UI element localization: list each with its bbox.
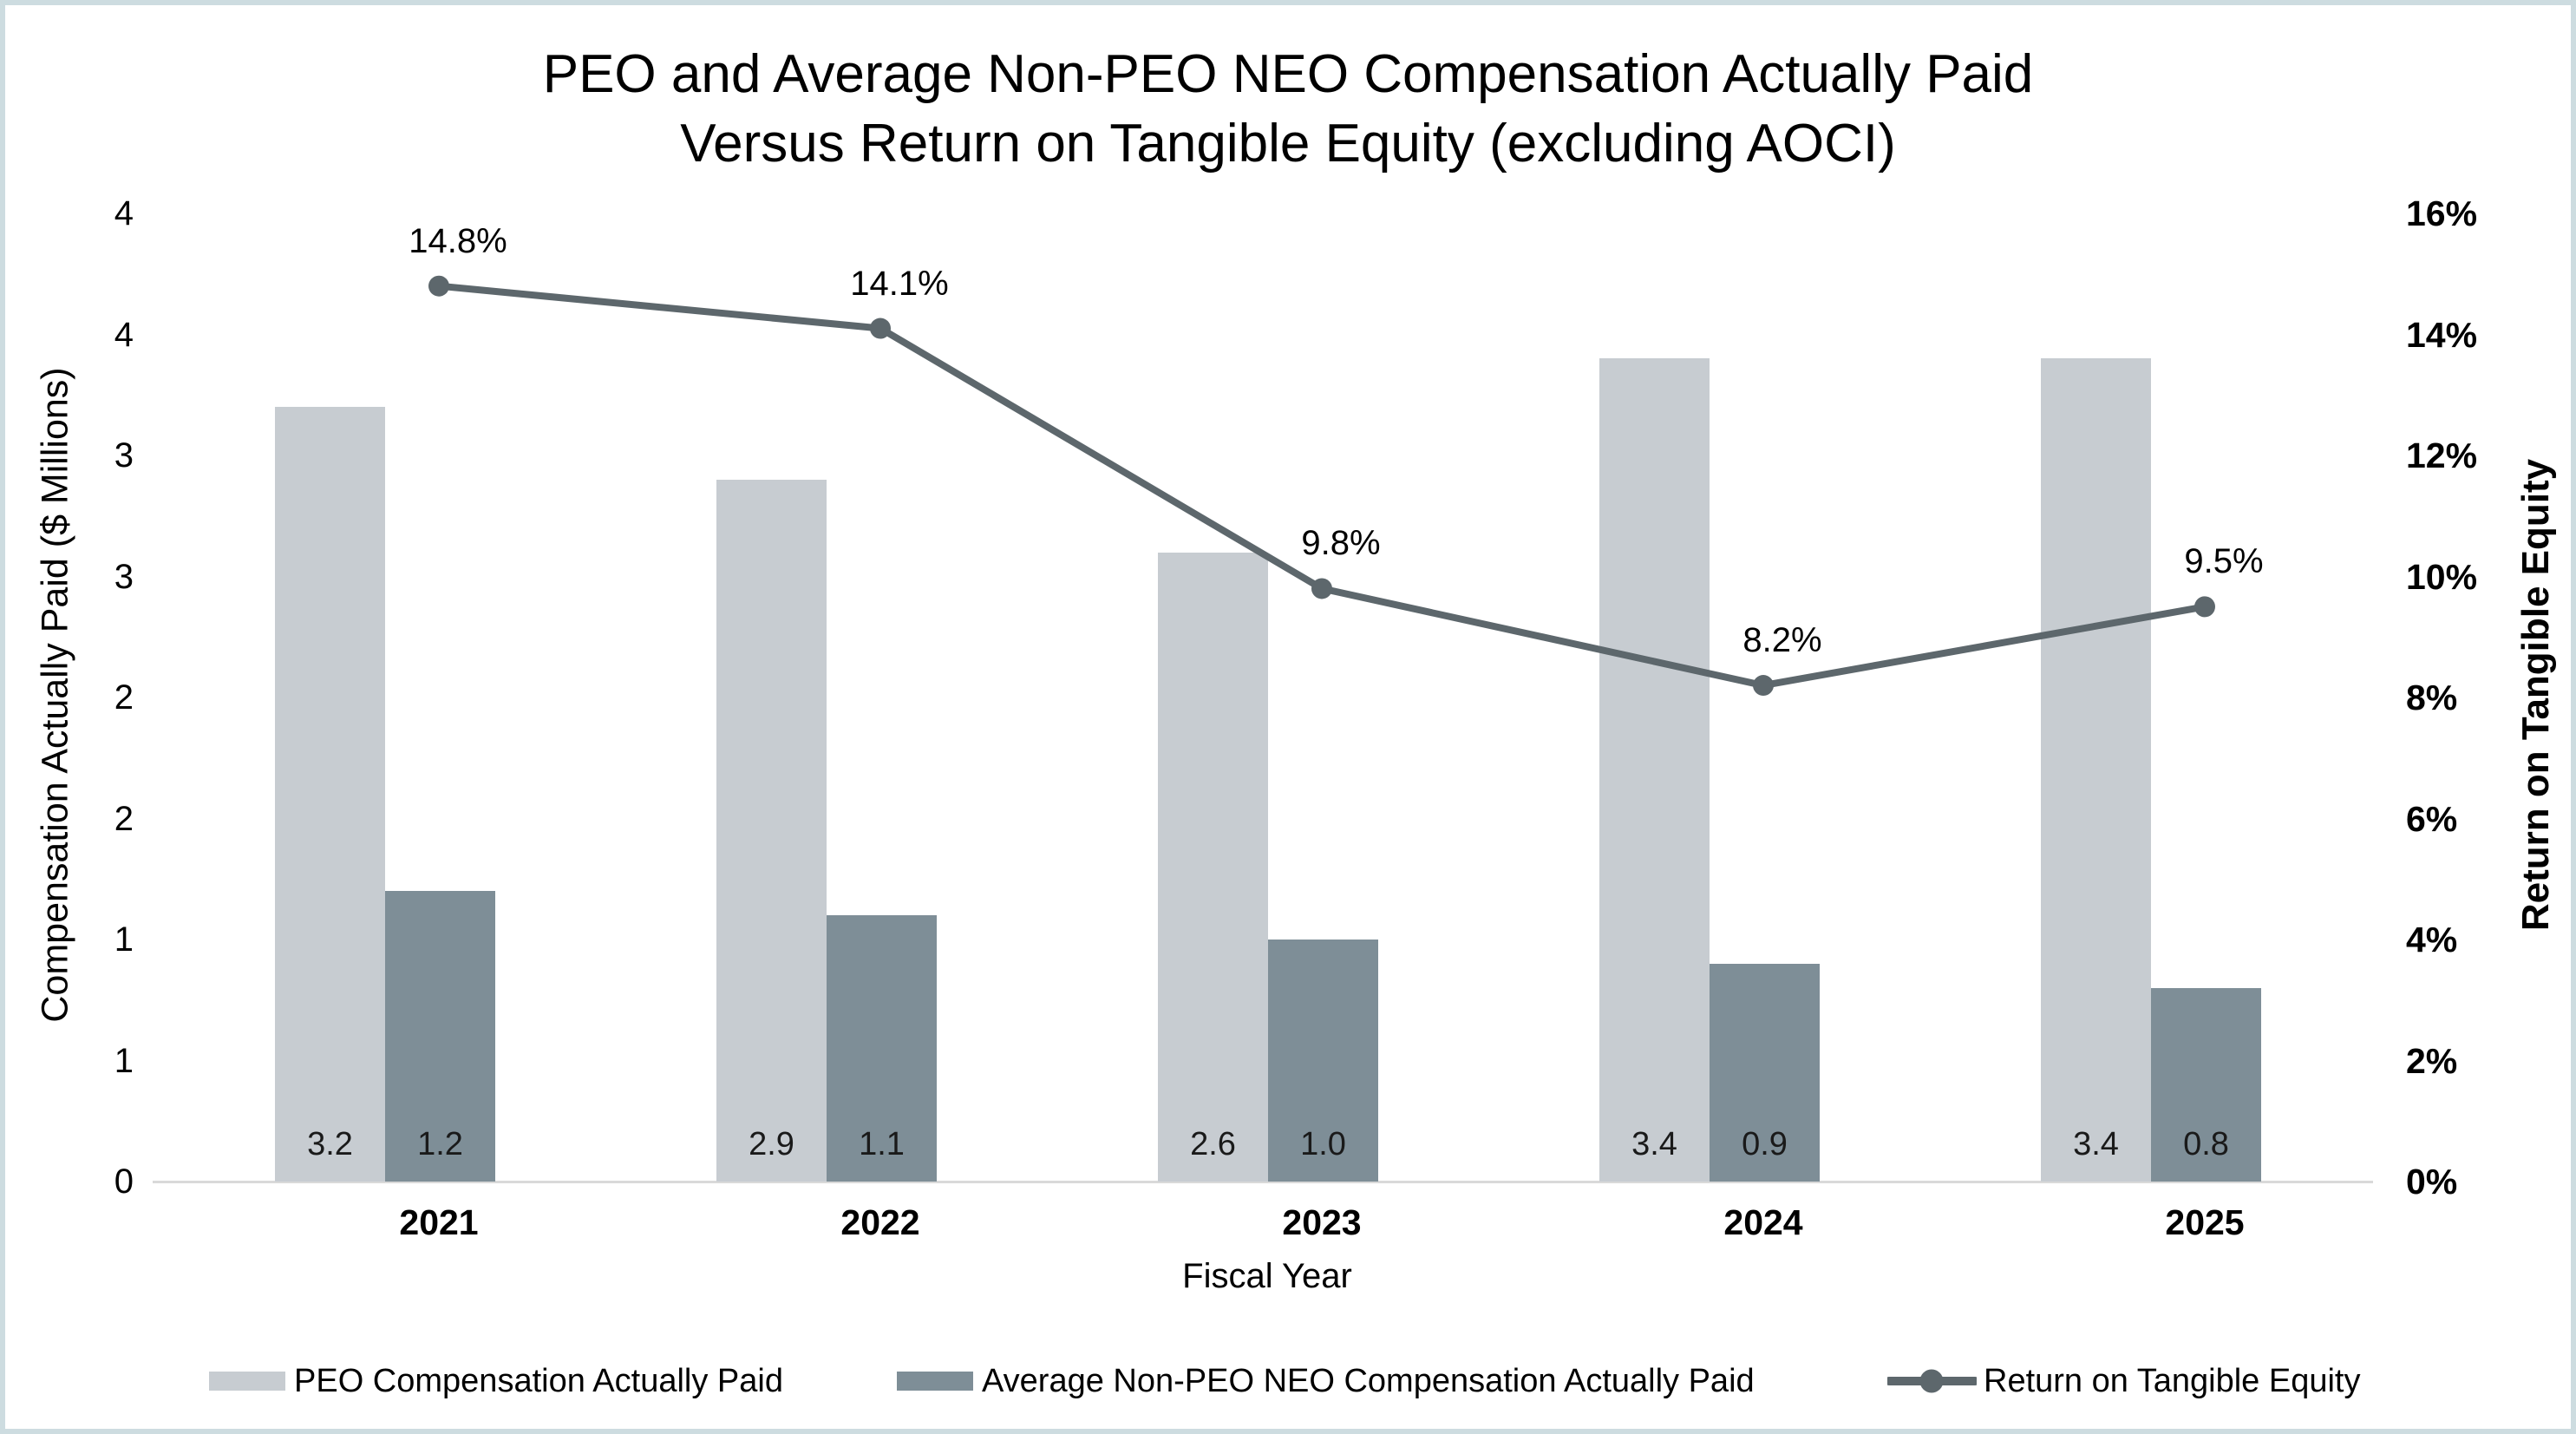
legend-label-non-peo: Average Non-PEO NEO Compensation Actuall… — [982, 1362, 1755, 1399]
bar-data-label: 1.1 — [859, 1126, 905, 1162]
x-axis-category-label: 2025 — [2165, 1202, 2245, 1242]
bar-data-label: 2.9 — [749, 1126, 794, 1162]
bar-data-label: 0.8 — [2183, 1126, 2229, 1162]
right-axis-tick-label: 12% — [2406, 435, 2478, 475]
rote-data-label: 9.8% — [1301, 524, 1381, 563]
rote-data-label: 8.2% — [1742, 621, 1822, 660]
chart-title: PEO and Average Non-PEO NEO Compensation… — [5, 40, 2571, 179]
right-axis-tick-label: 10% — [2406, 556, 2478, 597]
right-axis-tick-label: 0% — [2406, 1162, 2458, 1202]
rote-line-marker — [1753, 675, 1774, 697]
bar-non-peo — [1710, 963, 1820, 1182]
left-axis-tick-label: 4 — [114, 315, 134, 354]
x-axis-category-label: 2024 — [1723, 1202, 1803, 1242]
left-axis-tick-label: 4 — [114, 194, 134, 232]
legend-swatch-peo — [209, 1372, 285, 1391]
bar-data-label: 3.4 — [2073, 1126, 2119, 1162]
legend-swatch-non-peo — [897, 1372, 973, 1391]
rote-line-marker — [428, 275, 449, 297]
bar-data-label: 3.4 — [1631, 1126, 1677, 1162]
chart-title-line2: Versus Return on Tangible Equity (exclud… — [680, 114, 1896, 174]
legend-item-peo: PEO Compensation Actually Paid — [209, 1360, 783, 1402]
rote-data-label: 14.8% — [409, 221, 507, 260]
left-axis-tick-label: 2 — [114, 799, 134, 838]
left-axis-tick-label: 3 — [114, 557, 134, 596]
right-axis-tick-label: 14% — [2406, 314, 2478, 355]
bar-non-peo — [2151, 987, 2261, 1182]
bar-peo — [716, 479, 827, 1182]
bar-peo — [2041, 358, 2151, 1182]
bar-data-label: 1.2 — [417, 1126, 463, 1162]
bar-data-label: 0.9 — [1742, 1126, 1788, 1162]
bar-peo — [1158, 552, 1268, 1182]
legend-line-marker-icon — [1887, 1369, 1977, 1393]
chart-title-line1: PEO and Average Non-PEO NEO Compensation… — [542, 44, 2034, 104]
rote-line-marker — [1311, 578, 1332, 599]
right-axis-tick-label: 8% — [2406, 678, 2458, 717]
rote-line — [435, 282, 2208, 690]
right-axis-tick-label: 2% — [2406, 1040, 2458, 1081]
left-axis-tick-label: 0 — [114, 1162, 134, 1201]
bar-data-label: 1.0 — [1300, 1126, 1346, 1162]
bar-non-peo — [385, 891, 495, 1182]
legend-item-rote: Return on Tangible Equity — [1887, 1360, 2360, 1402]
rote-line-marker — [2194, 596, 2215, 618]
right-axis-tick-label: 4% — [2406, 920, 2458, 959]
bar-data-label: 2.6 — [1190, 1126, 1236, 1162]
legend-label-rote: Return on Tangible Equity — [1984, 1362, 2361, 1399]
rote-data-label: 9.5% — [2184, 542, 2264, 581]
rote-line-marker — [870, 318, 891, 339]
right-axis-tick-label: 6% — [2406, 798, 2458, 839]
bar-data-label: 3.2 — [307, 1126, 353, 1162]
left-axis-tick-label: 2 — [114, 678, 134, 717]
x-axis-category-label: 2021 — [399, 1202, 479, 1242]
x-axis-category-label: 2023 — [1282, 1202, 1362, 1242]
rote-data-label: 14.1% — [850, 264, 949, 303]
left-axis-tick-label: 3 — [114, 436, 134, 475]
legend-item-non-peo: Average Non-PEO NEO Compensation Actuall… — [897, 1360, 1755, 1402]
right-axis-tick-label: 16% — [2406, 193, 2478, 233]
x-axis-line — [153, 1181, 2373, 1183]
bar-peo — [1599, 358, 1710, 1182]
left-axis-tick-label: 1 — [114, 1041, 134, 1080]
x-axis-category-label: 2022 — [840, 1202, 920, 1242]
bar-peo — [275, 407, 385, 1182]
bar-non-peo — [827, 915, 937, 1182]
bar-non-peo — [1268, 940, 1378, 1182]
legend-label-peo: PEO Compensation Actually Paid — [294, 1362, 783, 1399]
x-axis-title: Fiscal Year — [1182, 1257, 1352, 1295]
left-axis-tick-label: 1 — [114, 920, 134, 959]
